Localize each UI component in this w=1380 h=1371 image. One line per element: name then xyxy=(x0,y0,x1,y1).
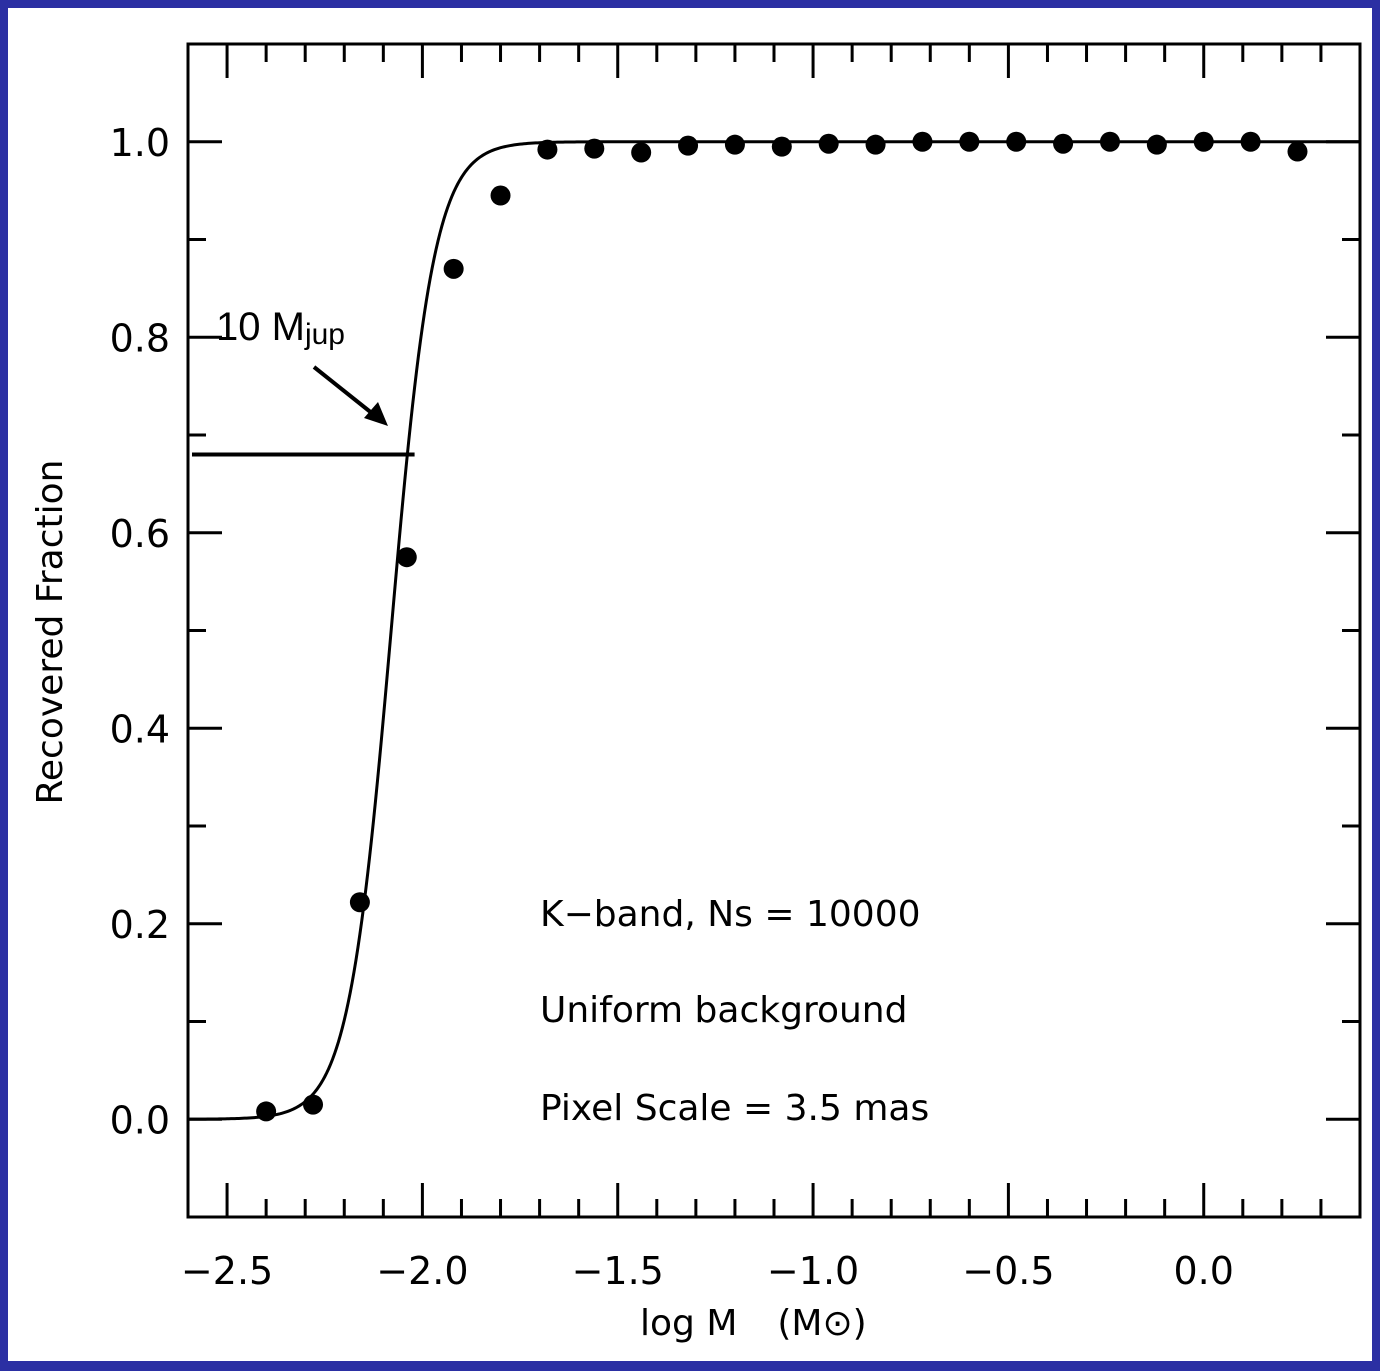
data-point xyxy=(771,136,792,157)
data-point xyxy=(256,1101,277,1122)
y-tick-label: 0.8 xyxy=(110,316,170,360)
data-point xyxy=(1287,141,1308,162)
y-tick-label: 0.6 xyxy=(110,512,170,556)
data-point xyxy=(1053,133,1074,154)
data-point xyxy=(678,135,699,156)
tick-labels: −2.5 −2.0 −1.5 −1.0 −0.5 0.0 0.0 0.2 0.4 0.6 0.8 1.… xyxy=(110,121,1234,1293)
data-point xyxy=(959,131,980,152)
data-point xyxy=(490,185,511,206)
fit-curve-group xyxy=(188,140,1360,1121)
data-point xyxy=(818,133,839,154)
y-tick-label: 0.2 xyxy=(110,903,170,947)
plot-frame xyxy=(186,42,1362,1219)
y-axis-title: Recovered Fraction xyxy=(30,460,71,805)
callout-label: 10 Mjup xyxy=(216,305,345,351)
fit-curve xyxy=(188,140,1360,1121)
note-pixel-scale: Pixel Scale = 3.5 mas xyxy=(540,1088,929,1129)
y-tick-label: 1.0 xyxy=(110,121,170,165)
x-tick-label: −2.0 xyxy=(376,1249,468,1293)
data-point xyxy=(1099,131,1120,152)
data-point xyxy=(396,547,417,568)
data-point xyxy=(349,892,370,913)
annotations: 10 Mjup K−band, Ns = 10000 Uniform backg… xyxy=(30,305,929,1344)
data-point xyxy=(724,134,745,155)
note-band: K−band, Ns = 10000 xyxy=(540,894,921,935)
data-point xyxy=(584,138,605,159)
x-tick-label: −1.0 xyxy=(767,1249,859,1293)
x-tick-label: −0.5 xyxy=(962,1249,1054,1293)
callout-subscript: jup xyxy=(304,318,345,351)
data-point xyxy=(912,131,933,152)
data-point xyxy=(631,142,652,163)
data-point xyxy=(303,1094,324,1115)
data-point xyxy=(1193,131,1214,152)
y-tick-label: 0.4 xyxy=(110,707,170,751)
axis-ticks xyxy=(188,44,1360,1217)
note-background: Uniform background xyxy=(540,990,907,1031)
callout-arrow-head xyxy=(364,402,388,426)
y-tick-label: 0.0 xyxy=(110,1098,170,1142)
data-point xyxy=(865,134,886,155)
callout-arrow-shaft xyxy=(312,365,380,420)
data-points xyxy=(256,131,1308,1122)
data-point xyxy=(1006,131,1027,152)
x-tick-label: −1.5 xyxy=(572,1249,664,1293)
x-tick-label: 0.0 xyxy=(1174,1249,1234,1293)
axes xyxy=(186,42,1362,1219)
data-point xyxy=(443,258,464,279)
data-point xyxy=(537,139,558,160)
x-tick-label: −2.5 xyxy=(181,1249,273,1293)
data-point xyxy=(1146,134,1167,155)
x-axis-title: log M (M⊙) xyxy=(640,1303,867,1344)
data-point xyxy=(1240,131,1261,152)
